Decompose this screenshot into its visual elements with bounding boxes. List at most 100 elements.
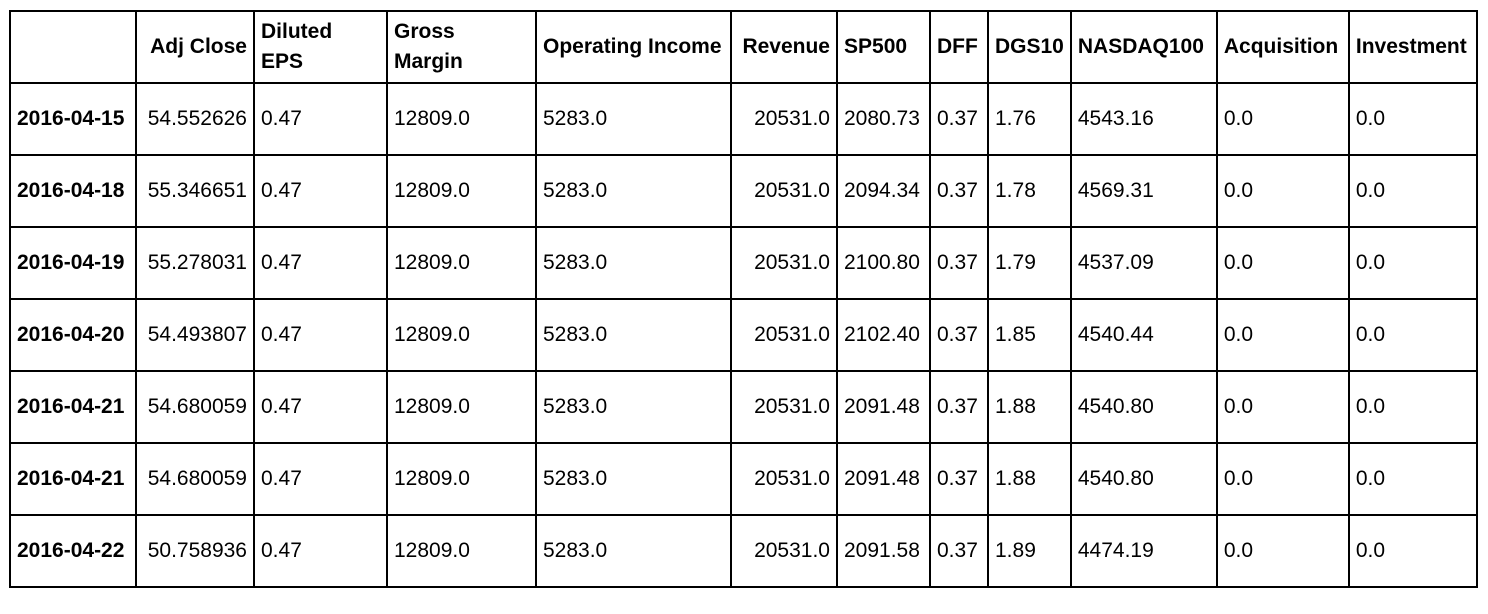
table-cell: 4569.31: [1069, 154, 1218, 228]
table-cell: 0.0: [1347, 154, 1478, 228]
table-cell: 5283.0: [535, 298, 732, 372]
table-cell: 54.493807: [135, 298, 255, 372]
column-header: NASDAQ100: [1069, 10, 1218, 84]
table-cell: 1.85: [987, 298, 1072, 372]
table-cell: 0.37: [929, 226, 989, 300]
table-cell: 54.552626: [135, 82, 255, 156]
table-cell: 12809.0: [386, 82, 537, 156]
column-header: Acquisition: [1215, 10, 1350, 84]
table-row: 2016-04-19 55.278031 0.47 12809.0 5283.0…: [9, 226, 1478, 300]
dataframe-table: Adj Close Diluted EPS Gross Margin Opera…: [9, 10, 1478, 588]
table-cell: 0.47: [253, 226, 388, 300]
table-cell: 0.0: [1215, 514, 1350, 588]
table-cell: 20531.0: [730, 298, 838, 372]
column-header: Diluted EPS: [253, 10, 388, 84]
table-cell: 20531.0: [730, 154, 838, 228]
table-cell: 1.79: [987, 226, 1072, 300]
table-cell: 0.0: [1215, 370, 1350, 444]
row-index: 2016-04-21: [9, 442, 137, 516]
row-index: 2016-04-18: [9, 154, 137, 228]
table-row: 2016-04-21 54.680059 0.47 12809.0 5283.0…: [9, 370, 1478, 444]
table-cell: 0.47: [253, 82, 388, 156]
table-cell: 12809.0: [386, 514, 537, 588]
column-header: Operating Income: [535, 10, 732, 84]
table-row: 2016-04-22 50.758936 0.47 12809.0 5283.0…: [9, 514, 1478, 588]
table-cell: 2091.48: [836, 442, 931, 516]
table-cell: 4540.80: [1069, 370, 1218, 444]
table-cell: 5283.0: [535, 370, 732, 444]
table-cell: 2080.73: [836, 82, 931, 156]
table-cell: 20531.0: [730, 514, 838, 588]
row-index: 2016-04-21: [9, 370, 137, 444]
column-header: SP500: [836, 10, 931, 84]
table-cell: 12809.0: [386, 226, 537, 300]
table-cell: 0.0: [1347, 514, 1478, 588]
table-cell: 4540.80: [1069, 442, 1218, 516]
table-cell: 0.37: [929, 514, 989, 588]
table-cell: 0.47: [253, 154, 388, 228]
table-cell: 2100.80: [836, 226, 931, 300]
header-row: Adj Close Diluted EPS Gross Margin Opera…: [9, 10, 1478, 84]
table-cell: 0.37: [929, 370, 989, 444]
table-cell: 12809.0: [386, 298, 537, 372]
table-cell: 55.346651: [135, 154, 255, 228]
table-cell: 0.37: [929, 154, 989, 228]
column-header: Adj Close: [135, 10, 255, 84]
table-cell: 5283.0: [535, 442, 732, 516]
table-cell: 0.0: [1215, 442, 1350, 516]
table-cell: 12809.0: [386, 442, 537, 516]
table-cell: 1.88: [987, 442, 1072, 516]
row-index: 2016-04-19: [9, 226, 137, 300]
table-cell: 54.680059: [135, 370, 255, 444]
table-cell: 50.758936: [135, 514, 255, 588]
table-cell: 0.37: [929, 82, 989, 156]
table-cell: 0.37: [929, 298, 989, 372]
column-header: Gross Margin: [386, 10, 537, 84]
table-cell: 20531.0: [730, 442, 838, 516]
table-row: 2016-04-20 54.493807 0.47 12809.0 5283.0…: [9, 298, 1478, 372]
table-cell: 1.78: [987, 154, 1072, 228]
table-cell: 0.0: [1347, 370, 1478, 444]
column-header: Revenue: [730, 10, 838, 84]
table-cell: 0.47: [253, 298, 388, 372]
table-cell: 2094.34: [836, 154, 931, 228]
table-cell: 5283.0: [535, 154, 732, 228]
table-cell: 2091.48: [836, 370, 931, 444]
table-cell: 4543.16: [1069, 82, 1218, 156]
table-cell: 0.0: [1215, 298, 1350, 372]
table-cell: 0.0: [1215, 82, 1350, 156]
table-cell: 4474.19: [1069, 514, 1218, 588]
table-cell: 1.76: [987, 82, 1072, 156]
table-row: 2016-04-21 54.680059 0.47 12809.0 5283.0…: [9, 442, 1478, 516]
table-cell: 0.0: [1347, 82, 1478, 156]
table-row: 2016-04-15 54.552626 0.47 12809.0 5283.0…: [9, 82, 1478, 156]
table-cell: 55.278031: [135, 226, 255, 300]
table-cell: 12809.0: [386, 154, 537, 228]
table-row: 2016-04-18 55.346651 0.47 12809.0 5283.0…: [9, 154, 1478, 228]
table-cell: 54.680059: [135, 442, 255, 516]
table-cell: 12809.0: [386, 370, 537, 444]
table-cell: 0.47: [253, 442, 388, 516]
table-cell: 20531.0: [730, 370, 838, 444]
table-cell: 5283.0: [535, 514, 732, 588]
table-cell: 5283.0: [535, 226, 732, 300]
table-cell: 0.47: [253, 514, 388, 588]
table-cell: 5283.0: [535, 82, 732, 156]
index-header: [9, 10, 137, 84]
table-cell: 0.0: [1215, 154, 1350, 228]
table-cell: 1.89: [987, 514, 1072, 588]
table-cell: 2102.40: [836, 298, 931, 372]
dataframe-container: Adj Close Diluted EPS Gross Margin Opera…: [9, 10, 1478, 588]
table-cell: 4540.44: [1069, 298, 1218, 372]
row-index: 2016-04-15: [9, 82, 137, 156]
row-index: 2016-04-22: [9, 514, 137, 588]
table-cell: 0.47: [253, 370, 388, 444]
table-cell: 1.88: [987, 370, 1072, 444]
table-body: 2016-04-15 54.552626 0.47 12809.0 5283.0…: [9, 82, 1478, 588]
table-cell: 2091.58: [836, 514, 931, 588]
table-cell: 0.0: [1347, 226, 1478, 300]
table-cell: 0.0: [1215, 226, 1350, 300]
column-header: Investment: [1347, 10, 1478, 84]
table-cell: 4537.09: [1069, 226, 1218, 300]
column-header: DFF: [929, 10, 989, 84]
